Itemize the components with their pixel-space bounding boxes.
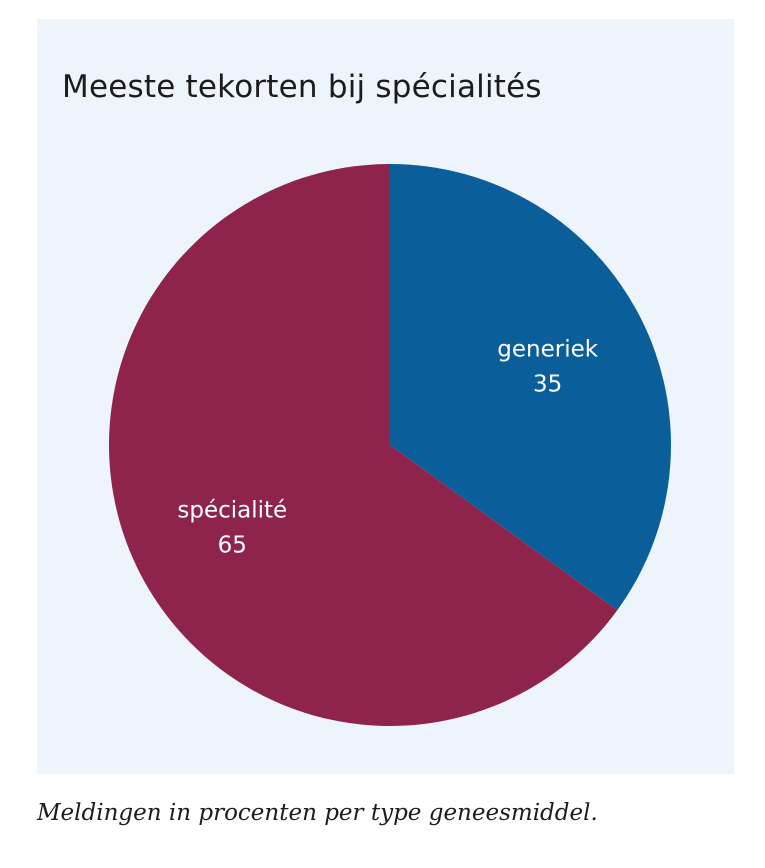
pie-slice-1 — [108, 164, 618, 726]
slice-value-0: 35 — [533, 372, 562, 398]
slice-label-1: spécialité — [177, 497, 287, 523]
chart-title: Meeste tekorten bij spécialités — [62, 69, 542, 105]
slice-value-1: 65 — [218, 532, 247, 558]
pie-slice-0 — [390, 164, 671, 611]
pie-chart: generiek 35 spécialité 65 — [108, 164, 671, 726]
slice-label-0: generiek — [497, 337, 598, 363]
chart-panel: Meeste tekorten bij spécialités generiek… — [37, 19, 734, 774]
chart-caption: Meldingen in procenten per type geneesmi… — [37, 800, 598, 826]
